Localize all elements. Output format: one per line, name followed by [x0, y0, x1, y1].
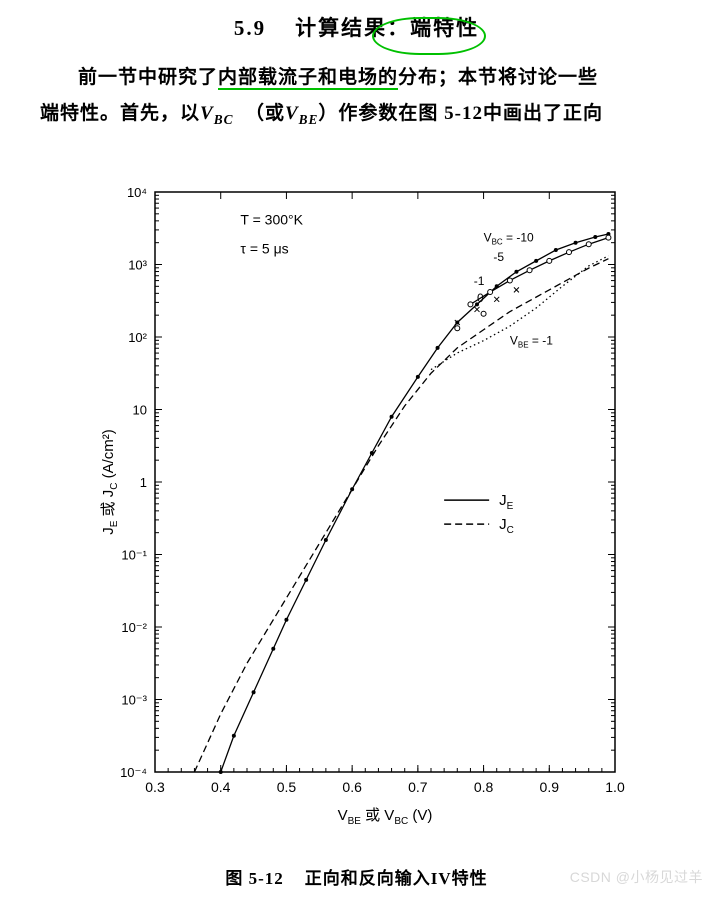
svg-text:0.6: 0.6	[342, 779, 362, 795]
svg-text:0.8: 0.8	[474, 779, 494, 795]
svg-text:10³: 10³	[128, 258, 147, 273]
para-seg-1: 前一节中研究了	[78, 67, 218, 88]
svg-text:0.4: 0.4	[211, 779, 231, 795]
svg-text:JC: JC	[499, 516, 514, 536]
svg-text:10: 10	[133, 403, 147, 418]
svg-text:τ = 5 μs: τ = 5 μs	[240, 241, 288, 257]
svg-text:10²: 10²	[128, 330, 147, 345]
svg-text:1: 1	[140, 475, 147, 490]
vbe-v: V	[285, 103, 299, 124]
svg-text:10⁻³: 10⁻³	[121, 693, 147, 708]
svg-text:1.0: 1.0	[605, 779, 625, 795]
svg-text:JE 或 JC (A/cm²): JE 或 JC (A/cm²)	[100, 429, 120, 535]
csdn-watermark: CSDN @小杨见过羊	[570, 867, 703, 887]
svg-text:JE: JE	[499, 492, 513, 512]
section-heading: 5.9 计算结果：端特性	[0, 12, 713, 42]
para-underlined: 内部载流子和电场的	[218, 67, 398, 90]
svg-text:VBC = -10: VBC = -10	[484, 230, 534, 246]
svg-text:0.5: 0.5	[277, 779, 297, 795]
section-title-highlight: 端特性	[410, 16, 479, 40]
svg-text:-1: -1	[474, 274, 485, 288]
vbc-sub: BC	[214, 112, 234, 127]
vbe-sub: BE	[299, 112, 319, 127]
section-title-pre: 计算结果：	[295, 16, 410, 40]
figure-5-12-chart: 0.3 0.4 0.5 0.6 0.7 0.8 0.9 1.0 10⁻⁴ 10⁻³ 10⁻² 10⁻¹…	[95, 172, 655, 862]
svg-text:0.3: 0.3	[145, 779, 165, 795]
svg-text:10⁴: 10⁴	[127, 185, 147, 200]
caption-text: 正向和反向输入IV特性	[305, 869, 488, 888]
svg-text:0.9: 0.9	[540, 779, 560, 795]
para-or: （或	[245, 103, 285, 124]
svg-text:0.7: 0.7	[408, 779, 428, 795]
caption-fignum: 图 5-12	[225, 869, 283, 888]
svg-text:-5: -5	[493, 250, 504, 264]
svg-text:10⁻¹: 10⁻¹	[121, 548, 147, 563]
para-seg-2: 分布；本节将讨论一些	[398, 67, 598, 88]
section-number: 5.9	[234, 16, 266, 40]
svg-text:T = 300°K: T = 300°K	[240, 212, 303, 228]
vbc-v: V	[200, 103, 214, 124]
svg-text:VBE = -1: VBE = -1	[510, 333, 553, 349]
chart-svg: 0.3 0.4 0.5 0.6 0.7 0.8 0.9 1.0 10⁻⁴ 10⁻³ 10⁻² 10⁻¹…	[95, 172, 655, 852]
svg-text:10⁻²: 10⁻²	[121, 620, 147, 635]
svg-text:10⁻⁴: 10⁻⁴	[120, 765, 147, 780]
svg-text:VBE 或 VBC (V): VBE 或 VBC (V)	[338, 807, 433, 827]
para-seg-4: ）作参数在图 5-12中画出了正向	[318, 103, 603, 124]
body-paragraph: 前一节中研究了内部载流子和电场的分布；本节将讨论一些 端特性。首先，以VBC （…	[40, 60, 673, 132]
para-seg-3: 端特性。首先，以	[40, 103, 200, 124]
